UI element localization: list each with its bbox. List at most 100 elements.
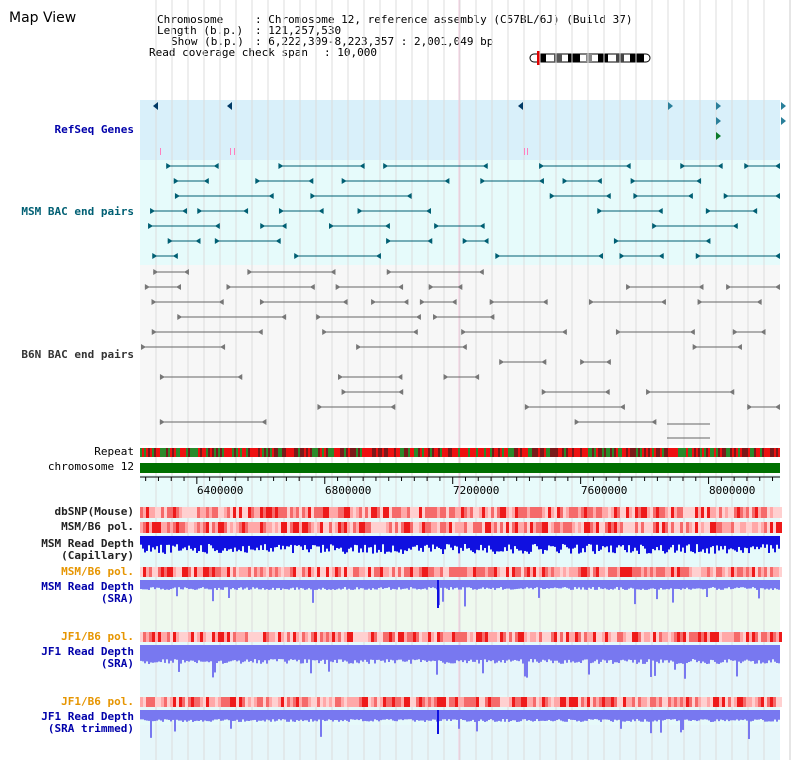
- msm-capillary-depth-bar: [758, 536, 760, 550]
- msm-capillary-depth-bar: [254, 536, 256, 551]
- msm-capillary-depth-bar: [586, 536, 588, 546]
- msm-sra-depth-bar: [518, 580, 520, 589]
- b6n-bac-pair-end: [309, 284, 315, 290]
- b6n-bac-pair-end: [390, 404, 396, 410]
- repeat-segment: [450, 448, 452, 457]
- repeat-segment: [314, 448, 316, 457]
- jf1-b6-pol-strip-2: [461, 697, 464, 707]
- jf1-trim-depth-bar: [490, 710, 492, 720]
- msm-sra-depth-bar: [458, 580, 460, 590]
- msm-capillary-depth-bar: [558, 536, 560, 554]
- jf1-trim-depth-bar: [726, 710, 728, 720]
- msm-b6-pol-strip-2: [665, 567, 668, 577]
- msm-capillary-depth-bar: [498, 536, 500, 552]
- jf1-sra-depth-bar: [420, 645, 422, 663]
- jf1-sra-depth-bar: [488, 645, 490, 661]
- jf1-b6-pol-strip: [362, 632, 365, 642]
- msm-b6-pol-strip: [662, 522, 665, 533]
- jf1-trim-depth-bar: [294, 710, 296, 722]
- dbsnp-strip: [539, 507, 542, 518]
- jf1-sra-depth-bar: [168, 645, 170, 664]
- b6n-bac-pair-end: [541, 359, 547, 365]
- jf1-b6-pol-strip-2: [776, 697, 779, 707]
- msm-capillary-depth-bar: [324, 536, 326, 552]
- repeat-segment: [302, 448, 304, 457]
- msm-bac-pair-end: [775, 253, 780, 259]
- jf1-b6-pol-strip: [404, 632, 407, 642]
- jf1-b6-pol-strip: [596, 632, 599, 642]
- msm-sra-depth-bar: [672, 580, 674, 603]
- jf1-sra-depth-bar: [640, 645, 642, 660]
- jf1-trim-depth-bar: [246, 710, 248, 721]
- msm-b6-pol-strip-2: [545, 567, 548, 577]
- jf1-trim-depth-bar: [190, 710, 192, 720]
- jf1-trim-depth-bar: [264, 710, 266, 722]
- msm-b6-pol-strip-2: [749, 567, 752, 577]
- msm-capillary-depth-bar: [330, 536, 332, 545]
- jf1-trim-depth-bar: [272, 710, 274, 720]
- jf1-sra-depth-bar: [322, 645, 324, 660]
- jf1-b6-pol-strip-2: [683, 697, 686, 707]
- msm-b6-pol-strip-2: [401, 567, 404, 577]
- msm-capillary-depth-bar: [528, 536, 530, 554]
- jf1-b6-pol-strip-2: [149, 697, 152, 707]
- msm-sra-depth-bar: [442, 580, 444, 602]
- msm-b6-pol-strip-2: [311, 567, 314, 577]
- jf1-b6-pol-strip-2: [353, 697, 356, 707]
- msm-bac-pair-end: [597, 208, 603, 214]
- track-label-refseq-genes[interactable]: RefSeq Genes: [54, 123, 134, 136]
- msm-bac-pair-end: [723, 193, 729, 199]
- dbsnp-strip: [332, 507, 335, 518]
- repeat-segment: [356, 448, 358, 457]
- dbsnp-strip: [197, 507, 200, 518]
- jf1-b6-pol-strip-2: [311, 697, 314, 707]
- jf1-sra-depth-bar: [192, 645, 194, 661]
- msm-sra-depth-bar: [494, 580, 496, 590]
- msm-capillary-depth-bar: [692, 536, 694, 552]
- jf1-sra-depth-bar: [706, 645, 708, 664]
- jf1-sra-depth-bar: [702, 645, 704, 662]
- jf1-b6-pol-strip: [707, 632, 710, 642]
- b6n-bac-pair-end: [580, 359, 586, 365]
- jf1-trim-depth-bar: [510, 710, 512, 722]
- msm-b6-pol-strip-2: [365, 567, 368, 577]
- jf1-trim-depth-bar: [762, 710, 764, 721]
- jf1-sra-depth-bar: [400, 645, 402, 660]
- msm-sra-depth-bar: [578, 580, 580, 588]
- track-label-b6n-bac[interactable]: B6N BAC end pairs: [21, 348, 134, 361]
- jf1-trim-depth-bar: [548, 710, 550, 720]
- msm-b6-pol-strip: [581, 522, 584, 533]
- msm-sra-depth-bar: [254, 580, 256, 589]
- msm-sra-depth-bar: [236, 580, 238, 590]
- jf1-b6-pol-strip: [701, 632, 704, 642]
- msm-b6-pol-strip-2: [500, 567, 503, 577]
- track-label-jf1-depth-sra: JF1 Read Depth: [41, 645, 134, 658]
- jf1-b6-pol-strip: [356, 632, 359, 642]
- msm-b6-pol-strip: [602, 522, 605, 533]
- track-label-msm-bac[interactable]: MSM BAC end pairs: [21, 205, 134, 218]
- msm-b6-pol-strip: [536, 522, 539, 533]
- jf1-b6-pol-strip: [698, 632, 701, 642]
- jf1-sra-depth-bar: [648, 645, 650, 660]
- b6n-bac-pair-end: [144, 284, 150, 290]
- msm-bac-pair-end: [172, 253, 178, 259]
- msm-bac-pair-end: [386, 238, 392, 244]
- msm-b6-pol-strip-2: [695, 567, 698, 577]
- jf1-sra-depth-bar: [438, 645, 440, 661]
- msm-capillary-depth-bar: [702, 536, 704, 550]
- jf1-sra-depth-bar: [500, 645, 502, 663]
- msm-sra-depth-bar: [388, 580, 390, 588]
- msm-b6-pol-strip: [749, 522, 752, 533]
- jf1-b6-pol-strip: [149, 632, 152, 642]
- msm-b6-pol-strip-2: [599, 567, 602, 577]
- msm-sra-depth-bar: [564, 580, 566, 588]
- repeat-segment: [238, 448, 240, 457]
- msm-b6-pol-strip: [320, 522, 323, 533]
- jf1-b6-pol-strip-2: [239, 697, 242, 707]
- msm-b6-pol-strip: [269, 522, 272, 533]
- msm-sra-depth-bar: [166, 580, 168, 590]
- dbsnp-strip: [509, 507, 512, 518]
- dbsnp-strip: [557, 507, 560, 518]
- jf1-sra-depth-bar: [342, 645, 344, 662]
